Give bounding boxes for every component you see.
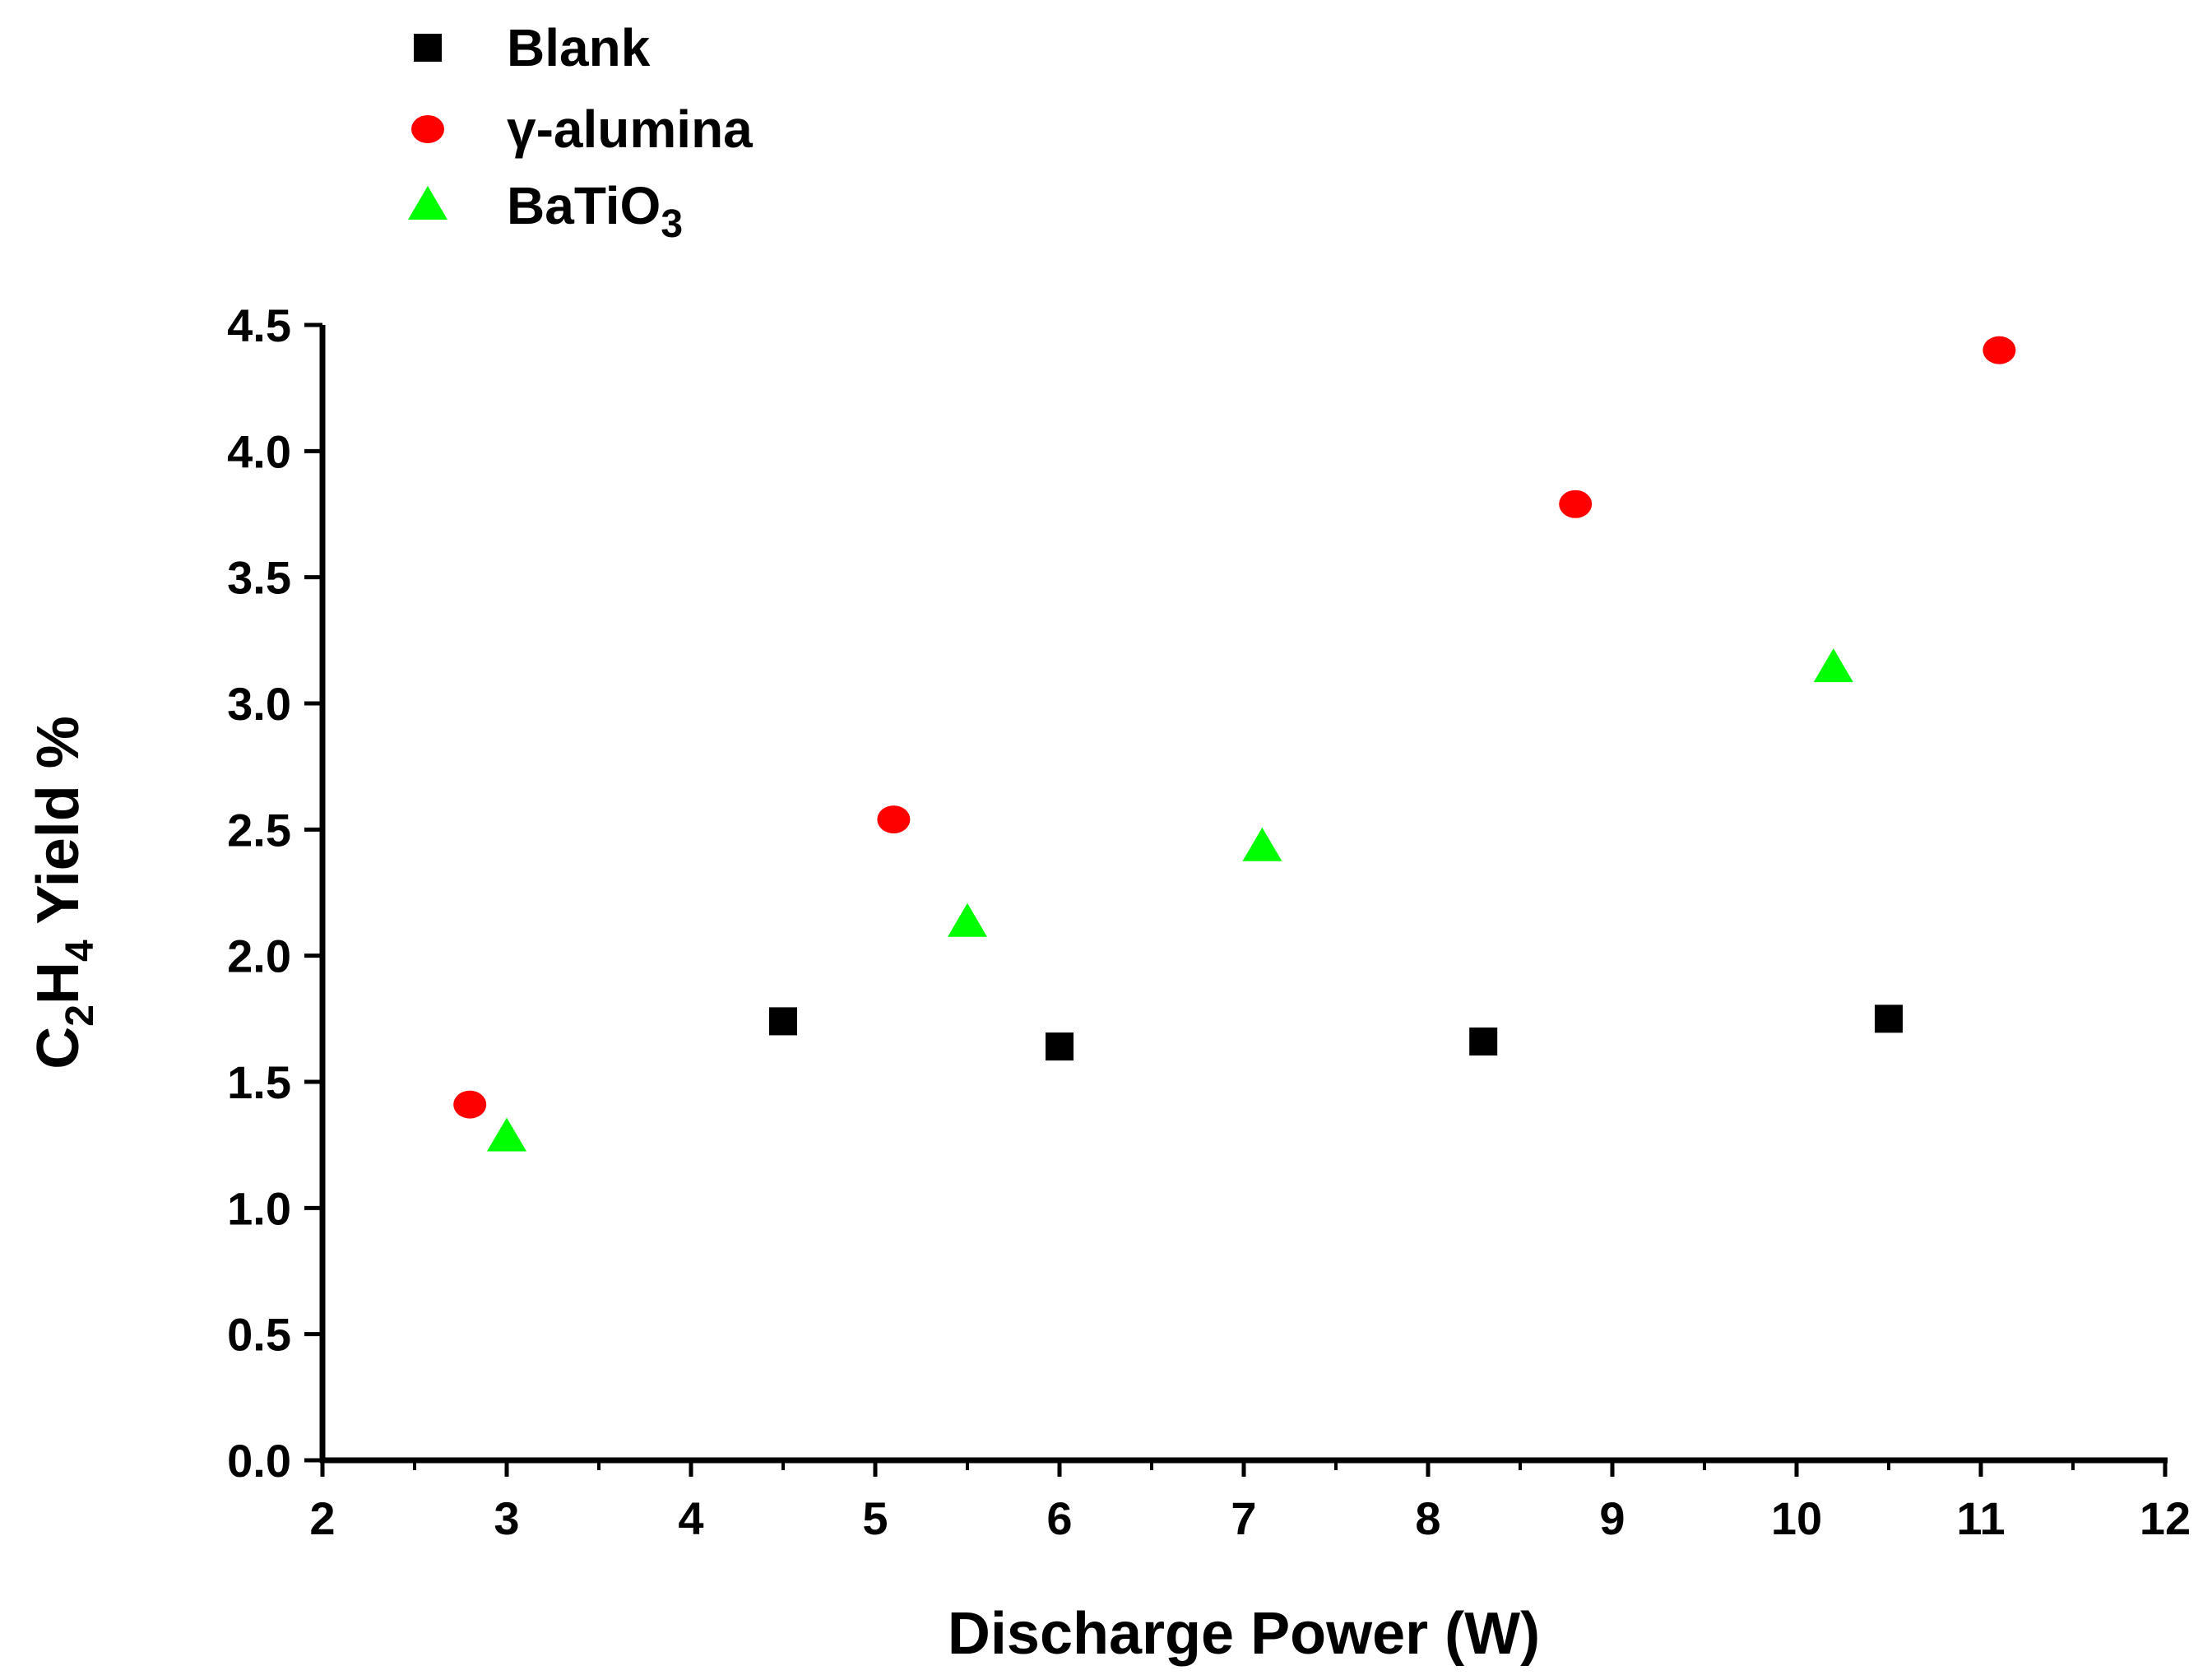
y-tick-label: 2.5 [227, 804, 291, 856]
y-tick-label: 1.0 [227, 1182, 291, 1234]
legend-item-circle: γ-alumina [411, 100, 753, 159]
series-circle [453, 336, 2016, 1119]
y-tick-label: 0.0 [227, 1435, 291, 1487]
y-tick-label: 1.5 [227, 1056, 291, 1108]
data-point [877, 805, 911, 834]
data-point [948, 902, 987, 937]
legend: Blank γ-alumina BaTiO3 [408, 18, 753, 246]
y-tick-label: 3.5 [227, 552, 291, 604]
data-point [1875, 1005, 1903, 1033]
data-point [1982, 336, 2016, 364]
y-axis-title-group: C2H4 Yield % [26, 716, 102, 1069]
x-axis-title: Discharge Power (W) [948, 1601, 1540, 1667]
x-tick-label: 10 [1771, 1492, 1822, 1544]
legend-circle-icon [411, 115, 444, 143]
axes: 2 3 4 5 6 7 8 9 10 11 12 0.0 0.5 1.0 1.5 2.0 2.5 3.0 3.5 4.… [26, 299, 2191, 1667]
series-square [769, 1005, 1903, 1061]
data-points [453, 336, 2016, 1152]
data-point [1046, 1032, 1074, 1061]
legend-label: Blank [507, 18, 651, 77]
y-tick-label: 4.5 [227, 299, 291, 351]
x-tick-label: 3 [494, 1492, 519, 1544]
y-tick-label: 2.0 [227, 930, 291, 982]
x-tick-label: 4 [678, 1492, 703, 1544]
x-tick-label: 9 [1599, 1492, 1625, 1544]
data-point [1242, 827, 1282, 861]
data-point [1813, 648, 1853, 683]
data-point [1469, 1027, 1498, 1056]
legend-item-triangle: BaTiO3 [408, 176, 683, 246]
data-point [1559, 490, 1593, 518]
y-tick-label: 4.0 [227, 425, 291, 477]
y-axis-title: C2H4 Yield % [26, 716, 102, 1069]
legend-label: γ-alumina [507, 100, 753, 159]
x-tick-label: 12 [2140, 1492, 2191, 1544]
y-tick-label: 0.5 [227, 1309, 291, 1361]
x-tick-label: 5 [862, 1492, 888, 1544]
x-tick-label: 11 [1956, 1492, 2005, 1544]
data-point [487, 1117, 526, 1152]
series-triangle [487, 648, 1853, 1152]
x-tick-label: 7 [1231, 1492, 1256, 1544]
y-tick-label: 3.0 [227, 678, 291, 730]
legend-square-icon [414, 34, 442, 62]
legend-triangle-icon [408, 186, 448, 220]
x-tick-label: 2 [309, 1492, 335, 1544]
x-tick-label: 6 [1046, 1492, 1072, 1544]
data-point [453, 1090, 487, 1119]
legend-item-square: Blank [414, 18, 651, 77]
legend-label: BaTiO3 [507, 176, 683, 246]
data-point [769, 1007, 797, 1036]
x-tick-label: 8 [1415, 1492, 1440, 1544]
